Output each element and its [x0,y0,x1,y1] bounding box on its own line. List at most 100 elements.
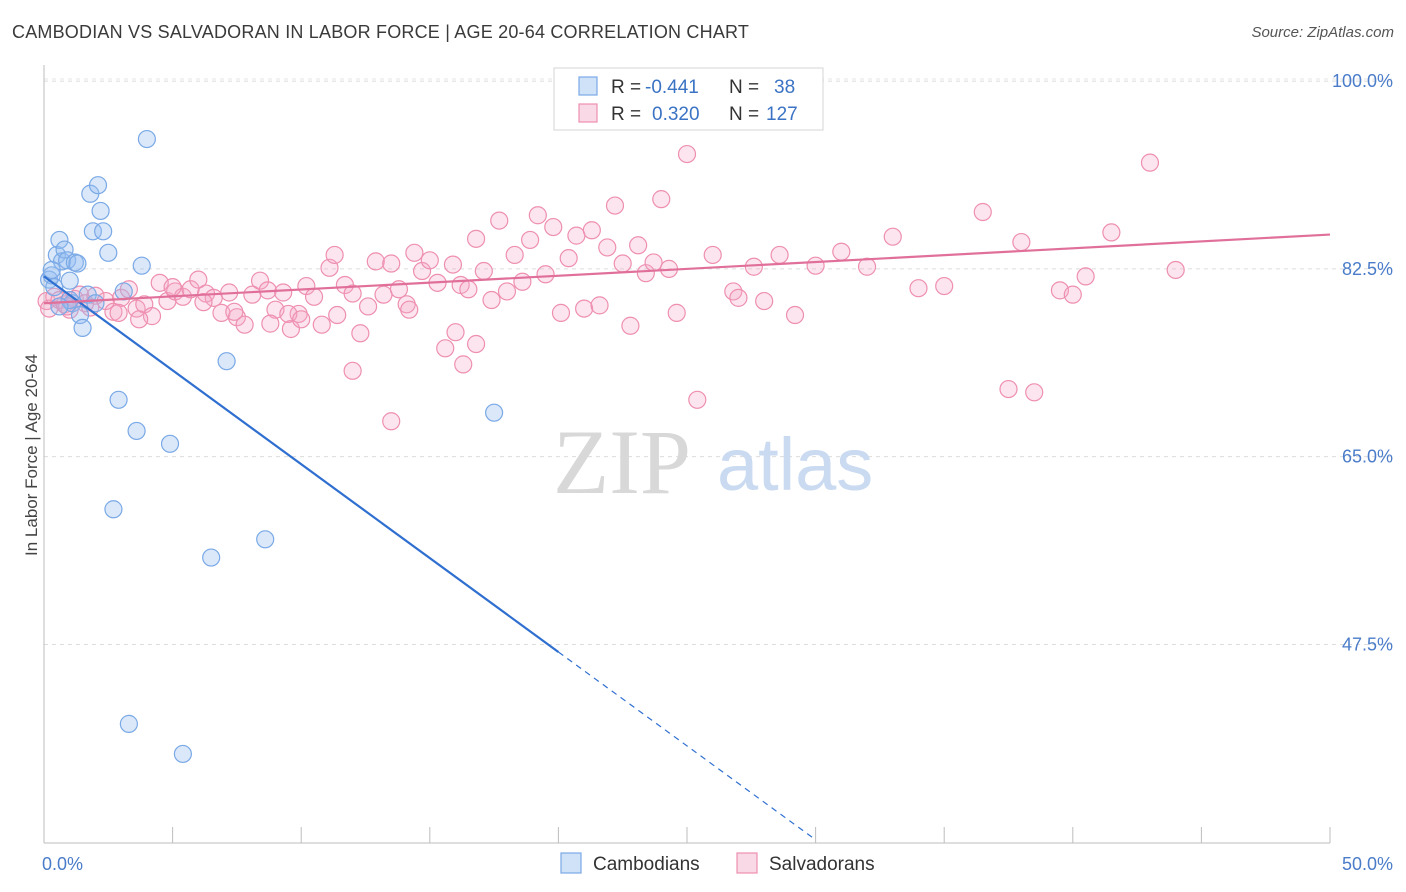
salvadoran-point-66 [528,206,547,225]
bottom-legend-swatch-salvadorans [736,852,758,874]
axes [43,65,1331,844]
salvadoran-point-106 [1076,267,1095,286]
series-salvadorans [37,144,1185,431]
bottom-legend-salvadorans: Salvadorans [769,854,875,875]
salvadoran-point-64 [513,272,532,291]
y-tick-label-3: 100.0% [1332,71,1393,91]
bottom-legend: Cambodians Salvadorans [560,852,875,875]
cambodian-point-28 [137,129,156,149]
salvadoran-point-101 [999,379,1018,399]
legend-swatch-cambodians [578,76,598,96]
salvadoran-point-28 [235,315,254,334]
bottom-legend-swatch-cambodians [560,852,582,874]
salvadoran-point-99 [935,276,954,296]
salvadoran-point-78 [621,316,640,335]
salvadoran-point-119 [194,293,213,312]
salvadoran-point-65 [521,230,540,250]
cambodian-point-4 [50,230,69,250]
salvadoran-point-122 [292,310,311,329]
salvadoran-point-69 [551,303,571,322]
salvadoran-point-42 [343,284,362,303]
salvadoran-point-124 [109,303,128,322]
series-cambodians [40,129,504,764]
watermark-zip: ZIP [553,411,691,513]
cambodian-point-17 [86,294,105,313]
salvadoran-point-112 [446,323,465,342]
salvadoran-point-96 [857,257,877,276]
cambodian-point-37 [50,297,69,316]
cambodian-point-23 [109,390,128,409]
y-tick-label-1: 65.0% [1342,447,1393,467]
salvadoran-point-71 [567,226,586,245]
legend-n-label-2: N = [729,104,759,125]
legend-n-value-2: 127 [766,104,798,125]
cambodian-point-20 [94,222,113,241]
salvadoran-point-81 [644,253,663,272]
salvadoran-point-79 [629,236,648,255]
salvadoran-point-77 [613,254,632,273]
salvadoran-point-63 [505,245,524,265]
salvadoran-point-87 [703,245,722,265]
salvadoran-point-70 [559,249,578,268]
salvadoran-point-30 [250,271,270,290]
cambodian-point-8 [60,271,79,290]
grid-lines [44,78,1395,645]
salvadoran-point-91 [755,291,774,311]
salvadoran-point-116 [325,245,344,265]
salvadoran-point-46 [374,285,393,304]
salvadoran-point-45 [366,252,385,271]
watermark: ZIP atlas [553,411,873,513]
salvadoran-point-54 [436,339,455,358]
salvadoran-point-55 [443,255,463,274]
x-tick-labels: 0.0% 50.0% [42,854,1393,874]
y-axis-title: In Labor Force | Age 20-64 [22,354,41,556]
salvadoran-point-120 [163,278,182,297]
salvadoran-point-89 [729,288,748,307]
legend: R = -0.441 N = 38 R = 0.320 N = 127 [553,67,824,131]
cambodian-point-36 [60,290,79,310]
salvadoran-point-100 [973,202,992,222]
cambodian-point-31 [202,548,221,567]
salvadoran-point-86 [688,390,707,409]
salvadoran-point-107 [1102,223,1121,242]
cambodian-point-33 [256,530,275,549]
bottom-legend-cambodians: Cambodians [593,854,700,875]
salvadoran-point-109 [1166,260,1185,280]
salvadoran-point-102 [1012,232,1031,252]
salvadoran-point-110 [343,361,362,380]
salvadoran-trend-line [43,233,1331,305]
cambodian-point-19 [91,201,110,221]
cambodian-point-22 [104,500,123,519]
salvadoran-point-105 [1063,285,1082,304]
salvadoran-point-76 [605,196,625,215]
trend-lines [43,233,1331,841]
salvadoran-point-95 [832,242,851,261]
salvadoran-point-114 [466,334,486,354]
salvadoran-point-74 [590,296,609,315]
salvadoran-point-43 [351,324,370,343]
salvadoran-point-67 [536,265,555,284]
salvadoran-point-90 [744,257,763,276]
cambodian-trend-line [43,275,560,653]
legend-n-value-1: 38 [774,77,795,98]
x-tick-label-1: 50.0% [1342,854,1393,874]
cambodian-point-13 [73,318,92,338]
salvadoran-point-103 [1025,383,1044,402]
salvadoran-point-111 [382,412,401,431]
salvadoran-point-37 [304,287,324,306]
cambodian-point-6 [55,240,74,259]
legend-r-label-1: R = [611,77,641,98]
salvadoran-point-60 [482,290,501,310]
salvadoran-point-84 [667,303,686,322]
legend-r-value-2: 0.320 [652,104,700,125]
salvadoran-point-113 [454,355,473,374]
y-tick-label-0: 47.5% [1342,634,1393,654]
cambodian-point-30 [173,744,192,764]
salvadoran-point-62 [497,282,517,301]
cambodian-point-34 [485,403,504,422]
salvadoran-point-85 [677,144,697,164]
cambodian-point-32 [217,352,236,371]
salvadoran-point-75 [598,238,617,257]
salvadoran-point-97 [883,227,902,246]
